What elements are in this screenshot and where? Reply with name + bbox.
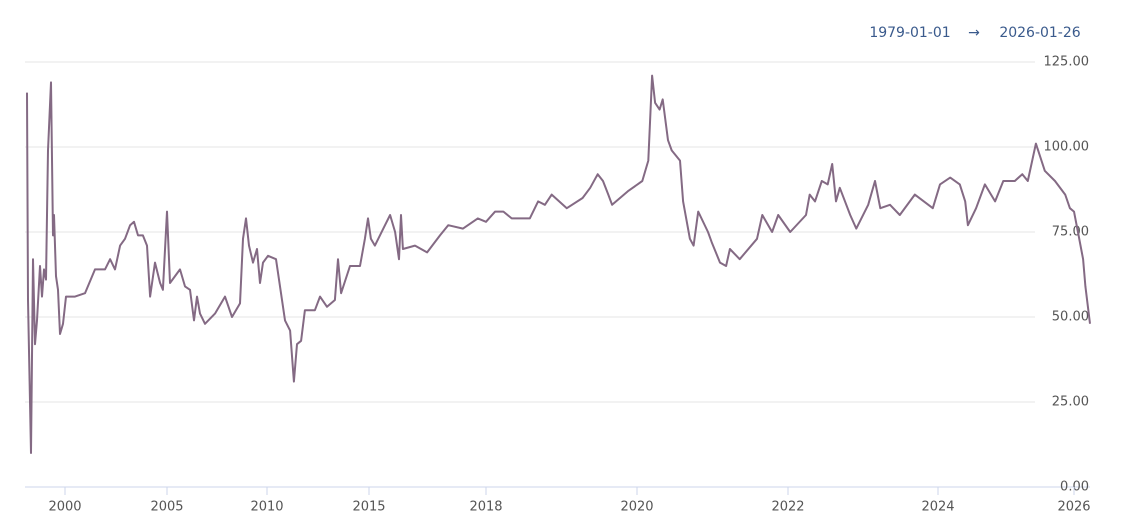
x-tick-label: 2015 <box>352 500 385 515</box>
y-tick-label: 125.00 <box>1044 55 1090 70</box>
y-tick-label: 50.00 <box>1052 310 1089 325</box>
x-tick-label: 2024 <box>921 500 954 515</box>
x-tick-label: 2026 <box>1057 500 1090 515</box>
x-tick-label: 2000 <box>48 500 81 515</box>
x-tick-label: 2020 <box>620 500 653 515</box>
x-tick-label: 2010 <box>250 500 283 515</box>
date-range: 1979-01-01 → 2026-01-26 <box>869 25 1080 41</box>
range-separator: → <box>968 25 980 41</box>
x-tick-label: 2018 <box>469 500 502 515</box>
x-tick-label: 2022 <box>771 500 804 515</box>
y-tick-label: 0.00 <box>1060 480 1089 495</box>
range-start: 1979-01-01 <box>869 25 950 41</box>
y-tick-label: 100.00 <box>1044 140 1090 155</box>
y-tick-label: 25.00 <box>1052 395 1089 410</box>
x-tick-label: 2005 <box>150 500 183 515</box>
y-tick-label: 75.00 <box>1052 225 1089 240</box>
line <box>26 74 1091 454</box>
range-end: 2026-01-26 <box>999 25 1080 41</box>
